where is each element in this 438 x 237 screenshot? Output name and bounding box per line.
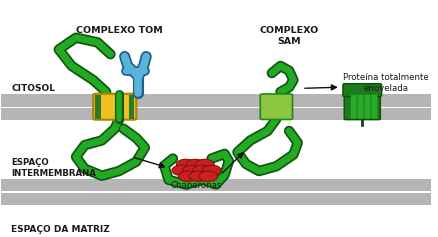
Bar	[1, 94, 430, 105]
Circle shape	[189, 171, 208, 181]
Text: COMPLEXO TOM: COMPLEXO TOM	[75, 26, 162, 35]
Circle shape	[178, 171, 197, 181]
Bar	[1, 179, 430, 190]
Text: ESPAÇO
INTERMEMBRANA: ESPAÇO INTERMEMBRANA	[11, 159, 96, 178]
FancyBboxPatch shape	[343, 94, 379, 120]
FancyBboxPatch shape	[342, 84, 381, 97]
Circle shape	[176, 159, 195, 170]
Bar	[95, 95, 100, 118]
FancyBboxPatch shape	[260, 94, 292, 119]
Text: ESPAÇO DA MATRIZ: ESPAÇO DA MATRIZ	[11, 225, 110, 234]
FancyBboxPatch shape	[371, 95, 377, 119]
Circle shape	[195, 159, 214, 170]
FancyBboxPatch shape	[350, 95, 356, 119]
Bar	[129, 95, 134, 118]
Text: Chaperonas: Chaperonas	[170, 181, 222, 190]
Text: COMPLEXO
SAM: COMPLEXO SAM	[259, 26, 318, 46]
Text: CITOSOL: CITOSOL	[11, 84, 55, 93]
Text: Proteína totalmente
enovelada: Proteína totalmente enovelada	[343, 73, 428, 93]
Circle shape	[172, 165, 191, 176]
Circle shape	[198, 171, 217, 181]
Bar	[1, 108, 430, 119]
Circle shape	[182, 165, 201, 176]
FancyBboxPatch shape	[357, 95, 363, 119]
Bar	[1, 193, 430, 204]
Circle shape	[192, 165, 211, 176]
Circle shape	[185, 159, 204, 170]
FancyBboxPatch shape	[93, 94, 136, 120]
Circle shape	[201, 165, 221, 176]
FancyBboxPatch shape	[364, 95, 370, 119]
